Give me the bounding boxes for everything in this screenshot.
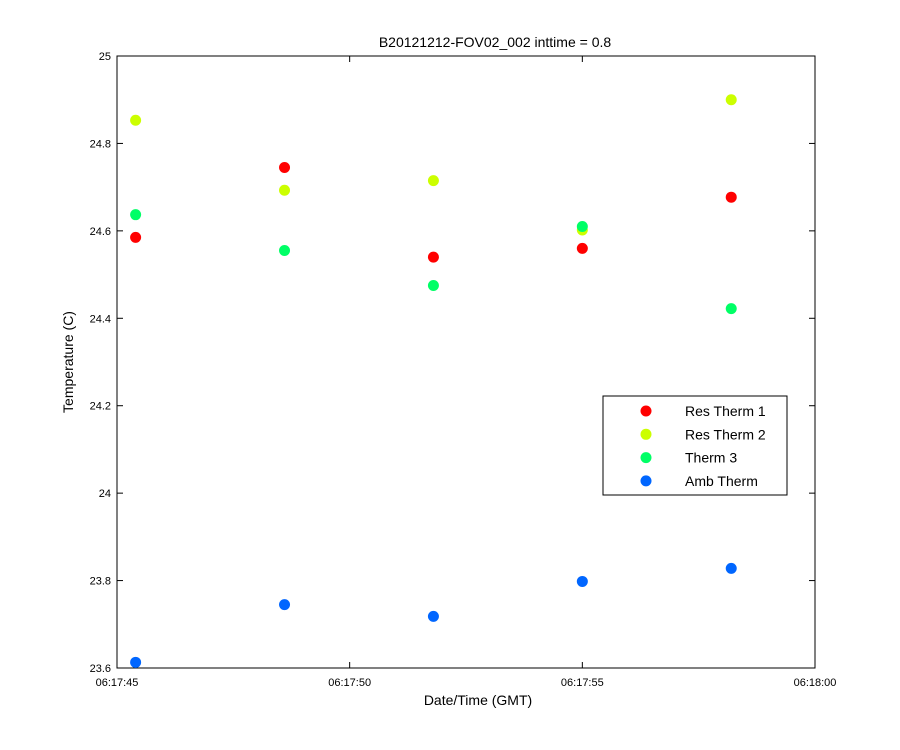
x-tick-label: 06:17:45	[96, 677, 139, 689]
legend-label-amb-therm: Amb Therm	[685, 473, 758, 489]
x-axis-label: Date/Time (GMT)	[424, 692, 532, 708]
y-tick-label: 24.4	[90, 313, 111, 325]
point-therm-3	[576, 220, 588, 232]
legend-marker-therm-3	[640, 452, 652, 464]
legend: Res Therm 1 Res Therm 2 Therm 3 Amb Therm	[602, 395, 788, 496]
x-axis: 06:17:45 06:17:50 06:17:55 06:18:00	[96, 56, 837, 689]
point-therm-3	[725, 303, 737, 315]
legend-label-res-therm-1: Res Therm 1	[685, 403, 766, 419]
point-amb-therm	[279, 599, 291, 611]
point-res-therm-1	[279, 161, 291, 173]
point-therm-3	[130, 209, 142, 221]
x-tick-label: 06:17:50	[328, 677, 371, 689]
y-tick-label: 24.8	[90, 138, 111, 150]
legend-marker-amb-therm	[640, 475, 652, 487]
data-points	[130, 94, 737, 668]
point-res-therm-1	[725, 191, 737, 203]
point-therm-3	[279, 245, 291, 257]
point-res-therm-2	[130, 114, 142, 126]
y-tick-label: 23.8	[90, 576, 111, 588]
chart-title: B20121212-FOV02_002 inttime = 0.8	[379, 34, 612, 50]
y-tick-label: 24.6	[90, 226, 111, 238]
point-therm-3	[427, 280, 439, 291]
point-res-therm-2	[427, 175, 439, 187]
y-tick-label: 25	[99, 51, 111, 63]
point-res-therm-1	[130, 231, 142, 243]
legend-marker-res-therm-1	[640, 405, 652, 417]
legend-marker-res-therm-2	[640, 428, 652, 440]
point-amb-therm	[427, 610, 439, 622]
point-res-therm-1	[427, 251, 439, 263]
legend-box	[602, 395, 788, 496]
x-tick-label: 06:18:00	[794, 677, 837, 689]
y-tick-label: 24.2	[90, 401, 111, 413]
legend-label-res-therm-2: Res Therm 2	[685, 426, 766, 442]
y-tick-label: 24	[99, 488, 111, 500]
point-res-therm-2	[279, 184, 291, 196]
plot-area	[116, 55, 816, 669]
point-res-therm-2	[725, 94, 737, 106]
y-axis-label: Temperature (C)	[60, 311, 76, 413]
point-res-therm-1	[576, 242, 588, 254]
point-amb-therm	[725, 562, 737, 574]
y-axis: 23.6 23.8 24 24.2 24.4 24.6 24.8 25	[90, 51, 815, 675]
point-amb-therm	[576, 575, 588, 587]
legend-label-therm-3: Therm 3	[685, 450, 737, 466]
point-amb-therm	[130, 656, 142, 668]
x-tick-label: 06:17:55	[561, 677, 604, 689]
y-tick-label: 23.6	[90, 663, 111, 675]
